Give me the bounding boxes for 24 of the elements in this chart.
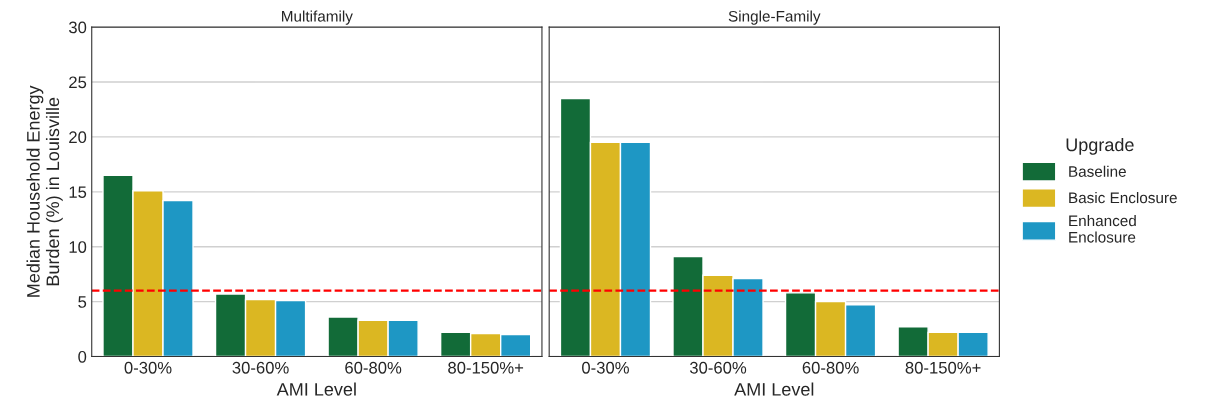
legend-title: Upgrade	[1066, 137, 1134, 155]
x-tick-label: 80-150%+	[448, 361, 524, 374]
chart-title: Multifamily	[282, 10, 353, 25]
y-tick-label: 30	[68, 21, 87, 34]
y-tick-label: 10	[69, 241, 87, 253]
y-tick-label: 20	[69, 131, 87, 144]
y-tick-label: 0	[78, 350, 87, 363]
x-tick-label: 60-80%	[802, 361, 859, 374]
x-tick-label: 80-150%+	[905, 361, 981, 374]
x-axis-title: AMI Level	[734, 382, 814, 396]
y-tick-label: 25	[69, 76, 87, 89]
y-tick-label: 5	[78, 296, 87, 308]
chart-title: Single-Family	[728, 10, 821, 25]
legend-label: Enhanced Enclosure	[1069, 214, 1136, 243]
y-tick-label: 15	[69, 186, 87, 199]
x-tick-label: 60-80%	[345, 361, 402, 374]
x-tick-label: 30-60%	[689, 361, 747, 374]
x-tick-label: 0-30%	[582, 361, 629, 374]
legend-label: Basic Enclosure	[1069, 192, 1177, 204]
legend-label: Baseline	[1069, 165, 1126, 177]
x-tick-label: 30-60%	[232, 361, 289, 374]
x-tick-label: 0-30%	[124, 361, 172, 374]
x-axis-title: AMI Level	[276, 382, 356, 396]
y-axis-title: Median Household Energy Burden (%) in Louisville	[26, 85, 63, 297]
